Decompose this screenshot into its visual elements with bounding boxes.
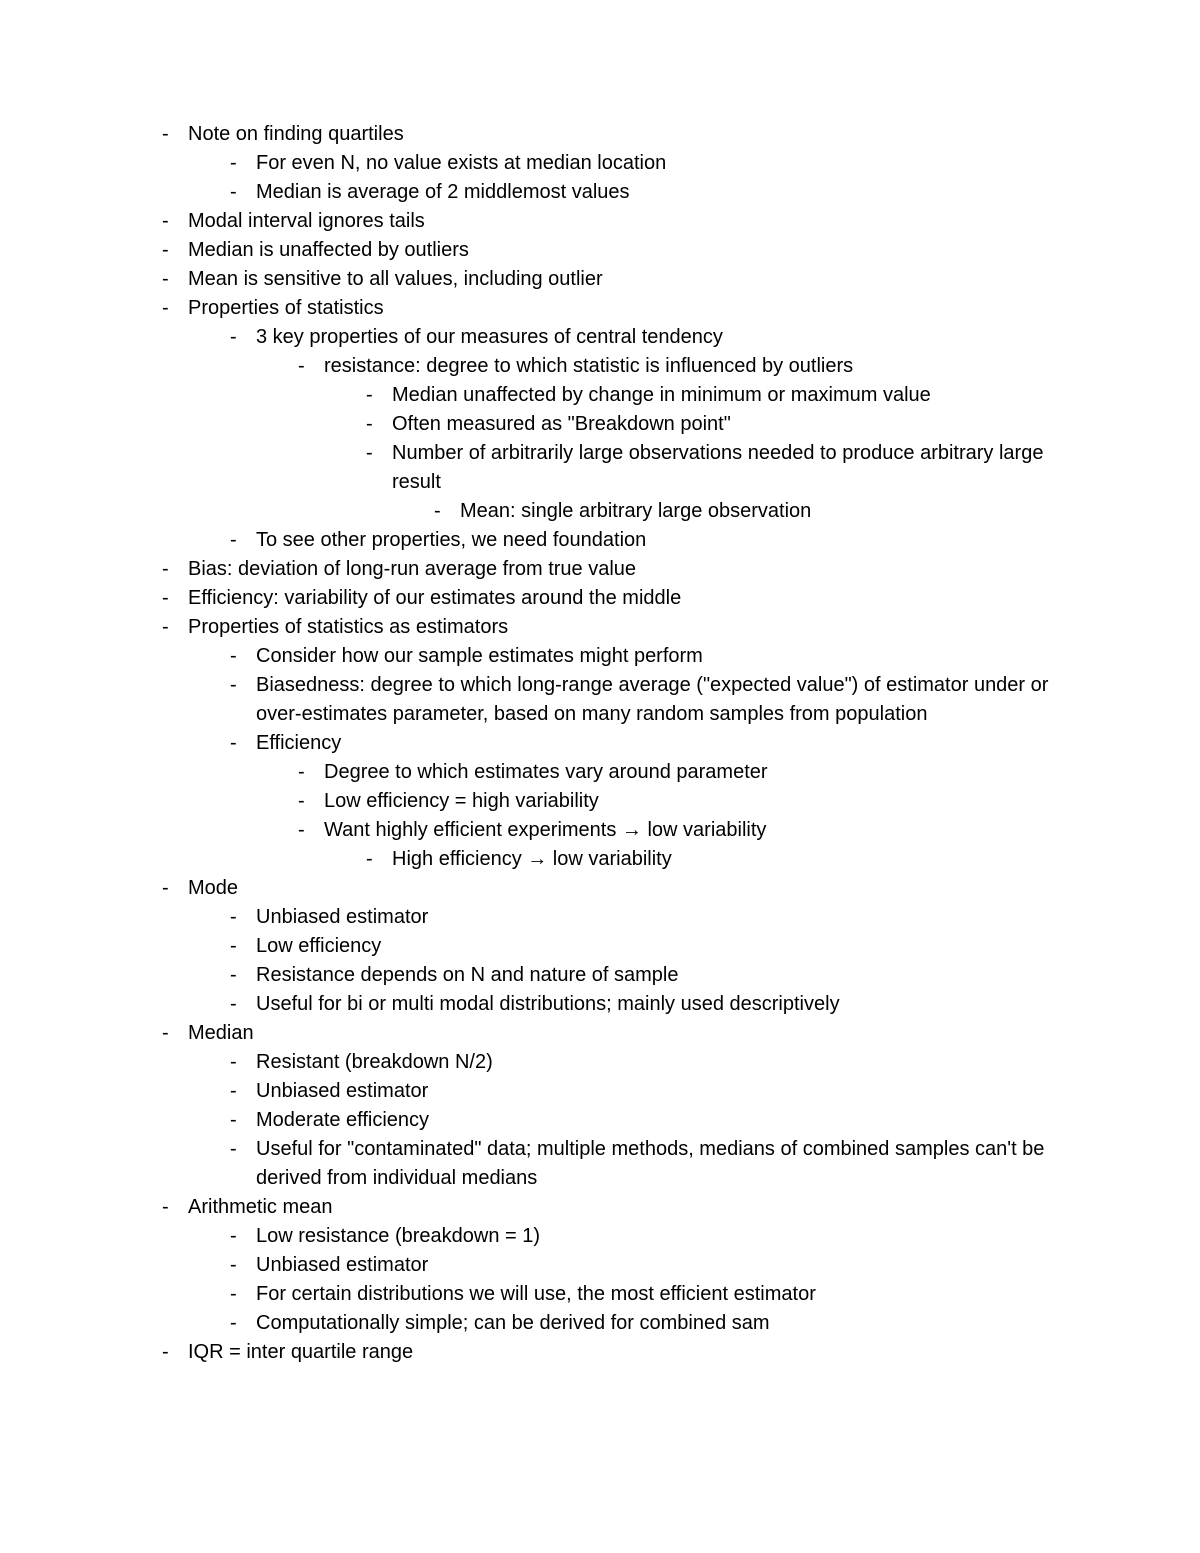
outline-text: Mean: single arbitrary large observation: [460, 500, 811, 522]
outline-item: Want highly efficient experiments → low …: [286, 816, 1050, 874]
outline-item: Note on finding quartiles For even N, no …: [150, 120, 1050, 207]
outline-sublist: Resistant (breakdown N/2) Unbiased estima…: [188, 1048, 1050, 1193]
outline-text: Unbiased estimator: [256, 1254, 428, 1276]
outline-text: Moderate efficiency: [256, 1109, 429, 1131]
outline-item: resistance: degree to which statistic is…: [286, 352, 1050, 526]
outline-item: Consider how our sample estimates might …: [218, 642, 1050, 671]
outline-item: Efficiency: variability of our estimates…: [150, 584, 1050, 613]
outline-item: Biasedness: degree to which long-range a…: [218, 671, 1050, 729]
outline-item: Low resistance (breakdown = 1): [218, 1222, 1050, 1251]
outline-text: Low efficiency: [256, 935, 381, 957]
outline-text: To see other properties, we need foundat…: [256, 529, 646, 551]
outline-item: Mean: single arbitrary large observation: [422, 497, 1050, 526]
outline-text: Unbiased estimator: [256, 1080, 428, 1102]
outline-item: Properties of statistics as estimators Co…: [150, 613, 1050, 874]
outline-text: Degree to which estimates vary around pa…: [324, 761, 768, 783]
outline-item: Useful for "contaminated" data; multiple…: [218, 1135, 1050, 1193]
outline-sublist: resistance: degree to which statistic is…: [256, 352, 1050, 526]
outline-text: Properties of statistics: [188, 297, 384, 319]
outline-text: Median is unaffected by outliers: [188, 239, 469, 261]
outline-text: Median is average of 2 middlemost values: [256, 181, 630, 203]
outline-sublist: High efficiency → low variability: [324, 845, 1050, 874]
outline-text: Arithmetic mean: [188, 1196, 333, 1218]
outline-item: 3 key properties of our measures of cent…: [218, 323, 1050, 526]
outline-item: Unbiased estimator: [218, 903, 1050, 932]
outline-text: Mean is sensitive to all values, includi…: [188, 268, 603, 290]
outline-item: Computationally simple; can be derived f…: [218, 1309, 1050, 1338]
outline-item: Low efficiency: [218, 932, 1050, 961]
outline-item: Median unaffected by change in minimum o…: [354, 381, 1050, 410]
outline-text: Resistant (breakdown N/2): [256, 1051, 493, 1073]
outline-item: Bias: deviation of long-run average from…: [150, 555, 1050, 584]
outline-item: Resistant (breakdown N/2): [218, 1048, 1050, 1077]
outline-sublist: Mean: single arbitrary large observation: [392, 497, 1050, 526]
outline-item: Unbiased estimator: [218, 1251, 1050, 1280]
outline-text: Bias: deviation of long-run average from…: [188, 558, 636, 580]
document-page: Note on finding quartiles For even N, no …: [0, 0, 1200, 1553]
outline-item: Arithmetic mean Low resistance (breakdown…: [150, 1193, 1050, 1338]
outline-text: High efficiency → low variability: [392, 848, 672, 870]
outline-text: Useful for bi or multi modal distributio…: [256, 993, 840, 1015]
outline-item: MedianResistant (breakdown N/2) Unbiased …: [150, 1019, 1050, 1193]
outline-item: For even N, no value exists at median lo…: [218, 149, 1050, 178]
outline-item: For certain distributions we will use, t…: [218, 1280, 1050, 1309]
outline-sublist: Consider how our sample estimates might …: [188, 642, 1050, 874]
outline-text: Number of arbitrarily large observations…: [392, 442, 1043, 493]
outline-text: For even N, no value exists at median lo…: [256, 152, 666, 174]
outline-text: Properties of statistics as estimators: [188, 616, 508, 638]
outline-item: Degree to which estimates vary around pa…: [286, 758, 1050, 787]
outline-item: Mode Unbiased estimator Low efficiency Resi…: [150, 874, 1050, 1019]
outline-item: Properties of statistics 3 key properties…: [150, 294, 1050, 555]
outline-sublist: Unbiased estimator Low efficiency Resistan…: [188, 903, 1050, 1019]
outline-item: Unbiased estimator: [218, 1077, 1050, 1106]
outline-item: To see other properties, we need foundat…: [218, 526, 1050, 555]
outline-sublist: Low resistance (breakdown = 1) Unbiased e…: [188, 1222, 1050, 1338]
outline-text: Want highly efficient experiments → low …: [324, 819, 766, 841]
outline-text: Unbiased estimator: [256, 906, 428, 928]
outline-text: Consider how our sample estimates might …: [256, 645, 703, 667]
outline-text: For certain distributions we will use, t…: [256, 1283, 816, 1305]
outline-item: Mean is sensitive to all values, includi…: [150, 265, 1050, 294]
outline-text: IQR = inter quartile range: [188, 1341, 413, 1363]
outline-sublist: For even N, no value exists at median lo…: [188, 149, 1050, 207]
outline-text: Useful for "contaminated" data; multiple…: [256, 1138, 1044, 1189]
outline-text: Often measured as "Breakdown point": [392, 413, 731, 435]
outline-sublist: Degree to which estimates vary around pa…: [256, 758, 1050, 874]
outline-text: Efficiency: [256, 732, 341, 754]
outline-item: High efficiency → low variability: [354, 845, 1050, 874]
outline-item: Median is unaffected by outliers: [150, 236, 1050, 265]
outline-text: Efficiency: variability of our estimates…: [188, 587, 681, 609]
outline-text: Mode: [188, 877, 238, 899]
outline-sublist: 3 key properties of our measures of cent…: [188, 323, 1050, 555]
outline-item: Number of arbitrarily large observations…: [354, 439, 1050, 526]
outline-item: Moderate efficiency: [218, 1106, 1050, 1135]
outline-item: Often measured as "Breakdown point": [354, 410, 1050, 439]
outline-item: IQR = inter quartile range: [150, 1338, 1050, 1367]
outline-text: Low resistance (breakdown = 1): [256, 1225, 540, 1247]
outline-item: Median is average of 2 middlemost values: [218, 178, 1050, 207]
outline-item: Efficiency Degree to which estimates vary…: [218, 729, 1050, 874]
outline-text: Modal interval ignores tails: [188, 210, 425, 232]
outline-text: Biasedness: degree to which long-range a…: [256, 674, 1048, 725]
outline-item: Resistance depends on N and nature of sa…: [218, 961, 1050, 990]
outline-item: Useful for bi or multi modal distributio…: [218, 990, 1050, 1019]
outline-text: Median: [188, 1022, 254, 1044]
outline-text: 3 key properties of our measures of cent…: [256, 326, 723, 348]
outline-item: Modal interval ignores tails: [150, 207, 1050, 236]
outline-root: Note on finding quartiles For even N, no …: [150, 120, 1050, 1367]
outline-text: Computationally simple; can be derived f…: [256, 1312, 770, 1334]
outline-text: Resistance depends on N and nature of sa…: [256, 964, 679, 986]
outline-sublist: Median unaffected by change in minimum o…: [324, 381, 1050, 526]
outline-text: Median unaffected by change in minimum o…: [392, 384, 931, 406]
outline-item: Low efficiency = high variability: [286, 787, 1050, 816]
outline-text: Low efficiency = high variability: [324, 790, 599, 812]
outline-text: resistance: degree to which statistic is…: [324, 355, 853, 377]
outline-text: Note on finding quartiles: [188, 123, 404, 145]
